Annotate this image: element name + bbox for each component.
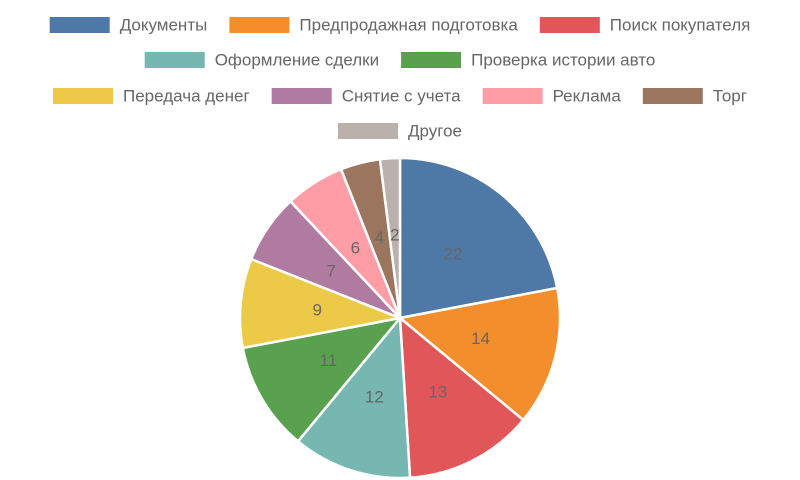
legend-swatch [642,88,703,104]
slice-value-label: 22 [444,244,463,263]
legend-label: Передача денег [123,87,250,106]
legend-label: Другое [408,122,462,141]
legend-item[interactable]: Поиск покупателя [539,16,751,35]
slice-value-label: 14 [471,329,490,348]
pie-slice[interactable] [296,316,412,480]
pie-slice[interactable] [241,316,402,443]
slice-value-labels: 22 14 13 12 11 9 764 2 [312,226,490,407]
slice-value-label: 9 [312,301,321,320]
slice-value-label: 7 [326,262,335,281]
legend-item[interactable]: Передача денег [53,87,250,106]
legend-item[interactable]: Документы [49,16,208,35]
legend-label: Реклама [553,87,622,106]
legend-swatch [539,17,600,33]
legend-label: Торг [713,87,747,106]
legend-label: Поиск покупателя [610,16,751,35]
legend-label: Предпродажная подготовка [299,16,518,35]
legend-label: Оформление сделки [215,51,379,70]
pie-slice[interactable] [378,156,402,320]
legend-item[interactable]: Предпродажная подготовка [229,16,518,35]
legend-swatch [338,123,398,139]
legend-item[interactable]: Другое [338,122,462,141]
legend-item[interactable]: Торг [642,87,747,106]
legend-swatch [401,52,462,68]
legend-swatch [482,88,543,104]
slice-value-label: 4 [375,228,384,247]
legend-label: Снятие с учета [342,87,461,106]
slice-value-label: 13 [428,383,447,402]
legend-item[interactable]: Снятие с учета [271,87,461,106]
slice-value-label: 11 [320,351,338,370]
chart-legend: Документы Предпродажная подготовка Поиск п… [49,16,751,141]
legend-swatch [229,17,290,33]
legend-item[interactable]: Оформление сделки [144,51,379,70]
legend-swatch [49,17,110,33]
pie-slice[interactable] [398,156,559,320]
pie-slice[interactable] [398,286,562,422]
legend-item[interactable]: Реклама [482,87,622,106]
pie-slice[interactable] [238,257,402,350]
legend-swatch [144,52,205,68]
pie-slice[interactable] [398,316,525,479]
slice-value-label: 6 [351,238,360,257]
legend-label: Проверка истории авто [471,51,655,70]
legend-label: Документы [120,16,208,35]
slice-value-label: 2 [390,226,399,245]
legend-item[interactable]: Проверка истории авто [401,51,655,70]
legend-swatch [53,88,113,104]
pie-slices [238,156,562,480]
legend-swatch [271,88,332,104]
slice-value-label: 12 [365,388,384,407]
